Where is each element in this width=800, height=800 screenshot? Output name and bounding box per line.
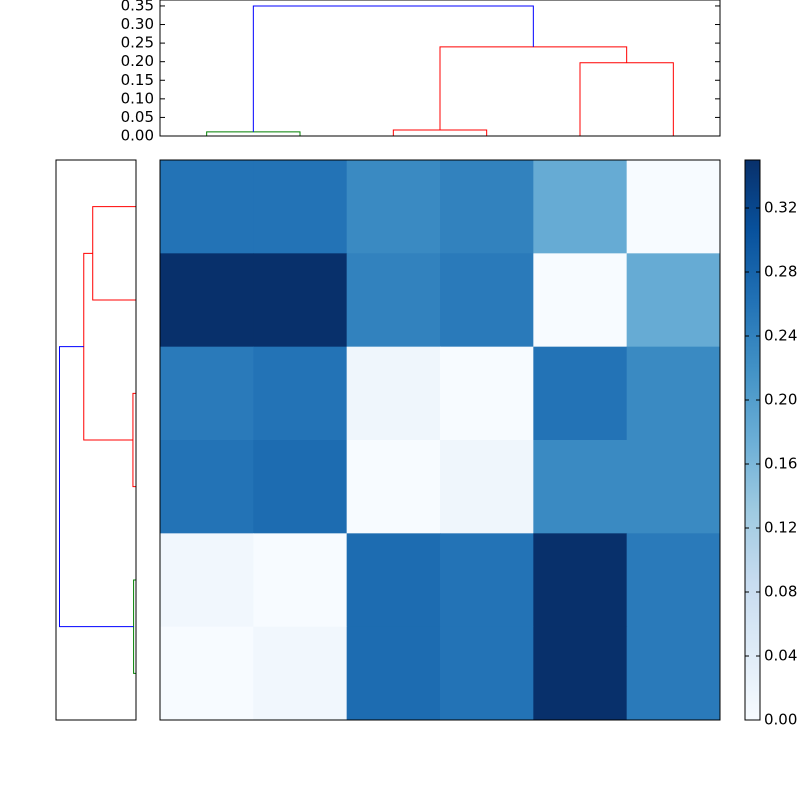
heatmap-cell: [160, 346, 254, 441]
colorbar-tick-label: 0.32: [764, 199, 797, 217]
heatmap-cell: [346, 626, 441, 721]
colorbar-tick-label: 0.04: [764, 647, 797, 665]
heatmap-cell: [626, 160, 721, 254]
heatmap-cell: [346, 440, 441, 534]
heatmap-cell: [253, 160, 348, 254]
y-tick-label: 0.00: [121, 127, 154, 145]
heatmap-cell: [253, 440, 348, 534]
heatmap-cell: [160, 626, 254, 721]
heatmap-cell: [346, 346, 441, 441]
y-tick-label: 0.20: [121, 52, 154, 70]
heatmap-cell: [253, 253, 348, 348]
heatmap-cell: [440, 533, 534, 628]
heatmap-cell: [346, 160, 441, 254]
colorbar-tick-label: 0.28: [764, 263, 797, 281]
dendrogram-link: [439, 46, 628, 131]
dendrogram-link: [83, 252, 133, 441]
heatmap-cell: [626, 346, 721, 441]
dendrogram-link: [92, 206, 136, 301]
colorbar-tick-label: 0.00: [764, 711, 797, 729]
colorbar-tick-label: 0.16: [764, 455, 797, 473]
heatmap-cell: [253, 533, 348, 628]
heatmap-cell: [160, 533, 254, 628]
heatmap-cell: [346, 253, 441, 348]
heatmap-cell: [626, 626, 721, 721]
heatmap-cell: [533, 440, 628, 534]
heatmap-cell: [626, 533, 721, 628]
dendrogram-link: [58, 346, 134, 628]
heatmap-cell: [533, 253, 628, 348]
heatmap-cell: [533, 533, 628, 628]
heatmap-cell: [160, 160, 254, 254]
dendrogram-link: [579, 62, 674, 136]
heatmap-cell: [253, 346, 348, 441]
colorbar: [744, 159, 761, 721]
heatmap-cell: [346, 533, 441, 628]
heatmap-cell: [533, 160, 628, 254]
y-tick-label: 0.10: [121, 89, 154, 107]
colorbar-tick-label: 0.20: [764, 391, 797, 409]
heatmap-cell: [440, 440, 534, 534]
axes-frame: [159, 159, 721, 721]
heatmap-cell: [626, 440, 721, 534]
dendrogram-link: [206, 131, 301, 136]
dendrogram-link: [392, 129, 488, 136]
y-tick-label: 0.35: [121, 0, 154, 14]
heatmap-cell: [253, 626, 348, 721]
colorbar-tick-label: 0.08: [764, 583, 797, 601]
heatmap-cell: [440, 160, 534, 254]
y-tick-label: 0.15: [121, 71, 154, 89]
heatmap-cell: [440, 253, 534, 348]
colorbar-tick-label: 0.24: [764, 327, 797, 345]
heatmap-cell: [160, 440, 254, 534]
colorbar-tick-label: 0.12: [764, 519, 797, 537]
axes-frame: [159, 0, 721, 137]
heatmap-cell: [160, 253, 254, 348]
y-tick-label: 0.05: [121, 108, 154, 126]
dendrogram-link: [252, 5, 534, 132]
heatmap-cell: [626, 253, 721, 348]
heatmap-cell: [440, 626, 534, 721]
y-tick-label: 0.25: [121, 34, 154, 52]
heatmap-cell: [440, 346, 534, 441]
heatmap-cell: [533, 626, 628, 721]
heatmap-cell: [533, 346, 628, 441]
axes-frame: [55, 159, 137, 721]
y-tick-label: 0.30: [121, 15, 154, 33]
